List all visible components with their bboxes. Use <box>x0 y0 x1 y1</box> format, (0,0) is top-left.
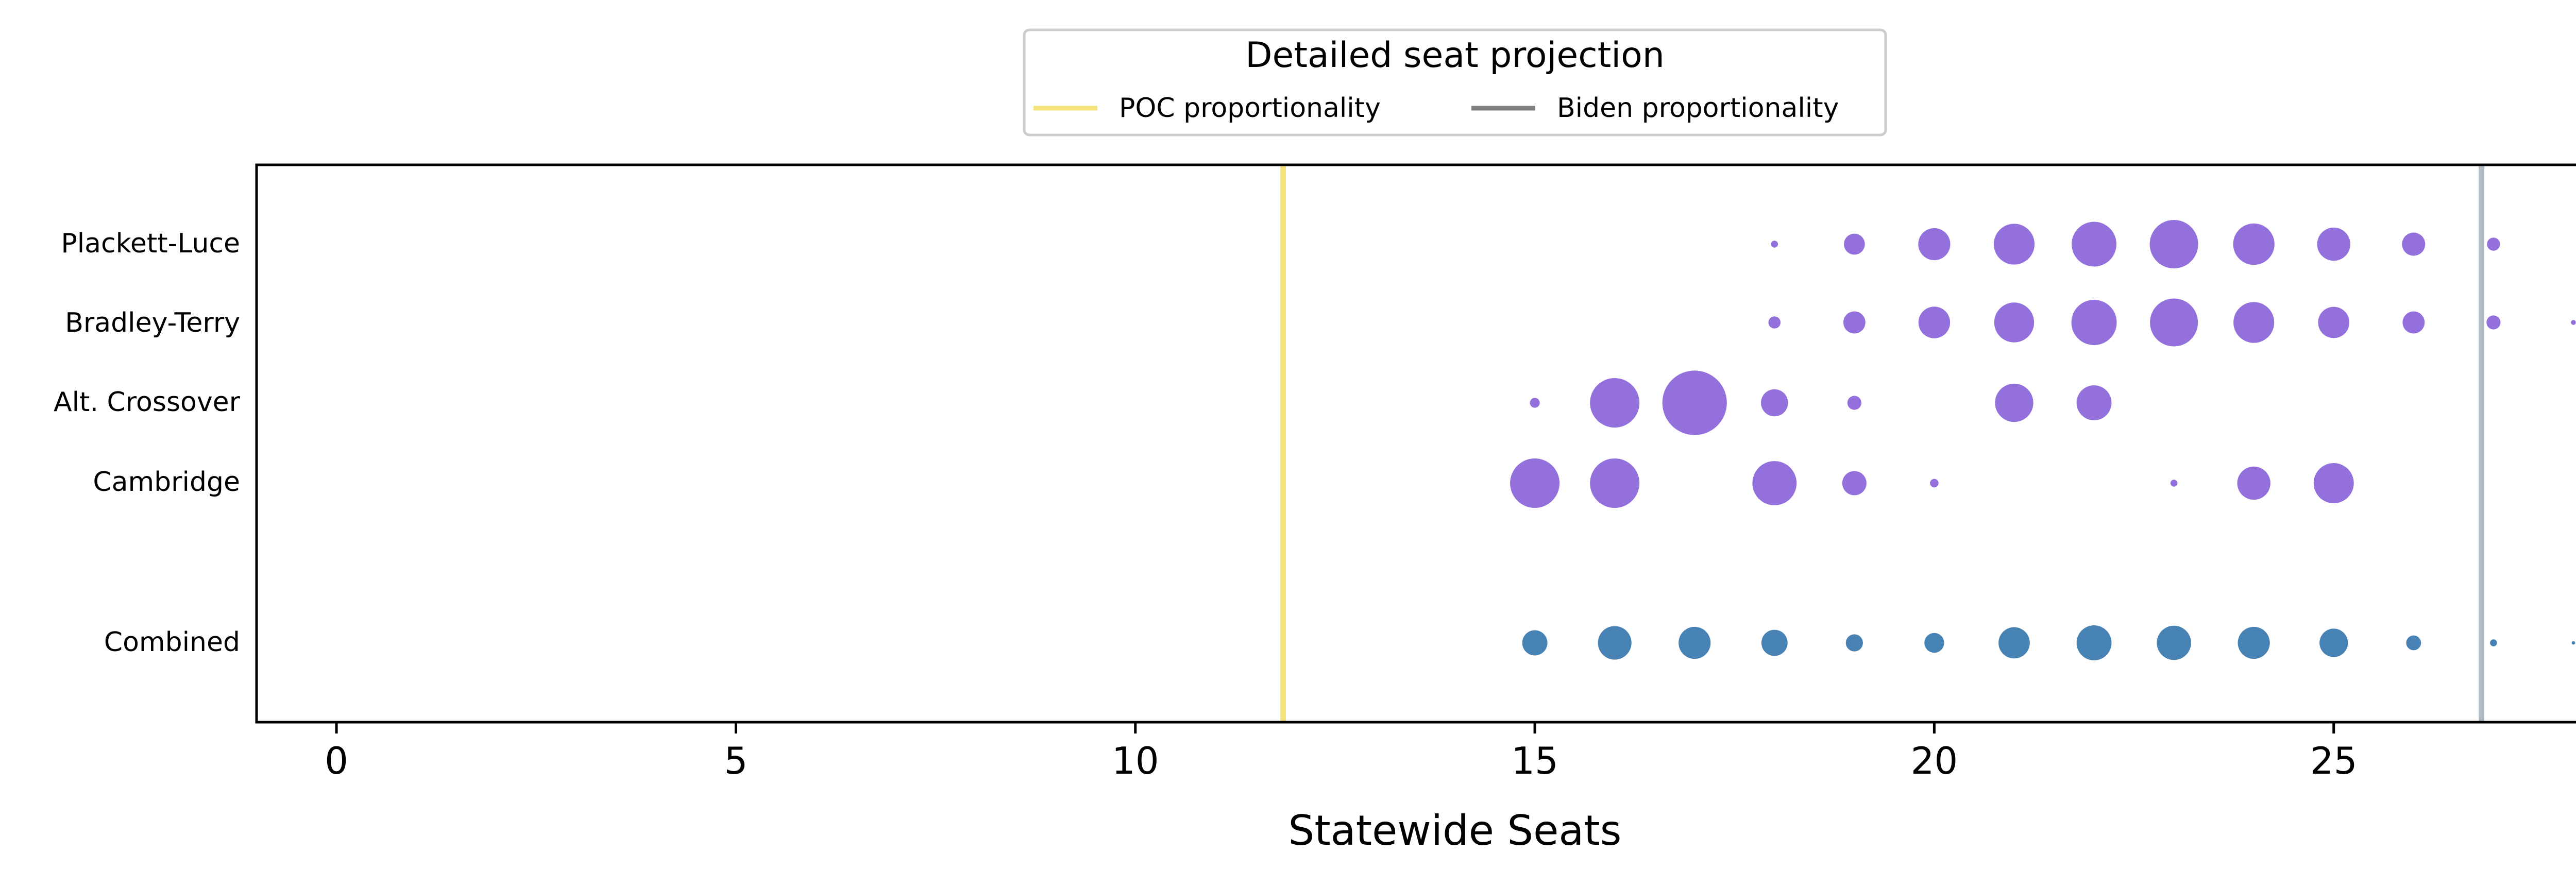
point-bradley-terry-23 <box>2150 298 2198 347</box>
x-tick-label-15: 15 <box>1511 739 1558 782</box>
legend: Detailed seat projection POC proportiona… <box>1023 28 1887 137</box>
point-plackett-luce-19 <box>1843 233 1865 255</box>
point-combined-20 <box>1924 633 1944 653</box>
point-alt-crossover-22 <box>2076 385 2112 420</box>
point-plackett-luce-26 <box>2402 232 2426 256</box>
x-tick-label-5: 5 <box>724 739 748 782</box>
point-cambridge-25 <box>2313 463 2354 503</box>
x-tick-label-20: 20 <box>1911 739 1958 782</box>
point-bradley-terry-24 <box>2233 302 2275 343</box>
point-plackett-luce-20 <box>1918 228 1951 261</box>
x-tick-label-0: 0 <box>325 739 348 782</box>
point-combined-16 <box>1598 626 1632 660</box>
point-alt-crossover-15 <box>1530 398 1540 408</box>
point-plackett-luce-21 <box>1993 224 2035 265</box>
point-plackett-luce-18 <box>1771 241 1778 248</box>
point-combined-19 <box>1845 634 1863 652</box>
point-bradley-terry-25 <box>2318 306 2350 338</box>
point-combined-25 <box>2319 628 2348 657</box>
point-combined-18 <box>1761 629 1788 656</box>
point-cambridge-19 <box>1842 471 1867 496</box>
point-combined-27 <box>2490 639 2497 646</box>
row-labels: Plackett-Luce Bradley-Terry Alt. Crossover… <box>54 228 241 658</box>
row-label-alt-crossover: Alt. Crossover <box>54 387 241 418</box>
reference-lines <box>1280 165 2485 722</box>
point-combined-21 <box>1998 627 2030 659</box>
point-bradley-terry-28 <box>2571 320 2576 325</box>
row-label-combined: Combined <box>104 627 240 658</box>
legend-label-poc: POC proportionality <box>1119 93 1381 124</box>
point-plackett-luce-24 <box>2233 223 2275 265</box>
point-combined-28 <box>2571 641 2575 645</box>
point-plackett-luce-27 <box>2487 237 2500 251</box>
point-cambridge-15 <box>1510 458 1560 508</box>
point-alt-crossover-21 <box>1995 383 2033 422</box>
point-bradley-terry-26 <box>2402 311 2425 334</box>
legend-label-biden: Biden proportionality <box>1557 93 1839 124</box>
point-combined-23 <box>2157 625 2191 660</box>
point-cambridge-18 <box>1752 461 1797 505</box>
point-bradley-terry-18 <box>1768 316 1781 329</box>
point-plackett-luce-23 <box>2149 219 2198 269</box>
point-combined-24 <box>2238 626 2270 659</box>
point-combined-17 <box>1679 626 1711 659</box>
point-bradley-terry-22 <box>2071 300 2117 345</box>
data-points <box>1510 219 2576 660</box>
point-combined-22 <box>2076 625 2112 660</box>
row-label-cambridge: Cambridge <box>93 467 240 498</box>
point-cambridge-20 <box>1930 479 1939 488</box>
point-bradley-terry-27 <box>2486 315 2501 330</box>
point-alt-crossover-16 <box>1590 378 1640 428</box>
point-bradley-terry-19 <box>1843 311 1866 334</box>
point-alt-crossover-19 <box>1847 396 1861 410</box>
point-alt-crossover-18 <box>1760 389 1788 417</box>
point-combined-26 <box>2406 635 2421 651</box>
point-bradley-terry-20 <box>1918 306 1951 338</box>
point-cambridge-23 <box>2170 480 2178 487</box>
point-cambridge-24 <box>2237 466 2270 500</box>
point-combined-15 <box>1522 630 1548 656</box>
point-bradley-terry-21 <box>1994 302 2035 343</box>
point-plackett-luce-22 <box>2072 221 2116 267</box>
point-alt-crossover-17 <box>1662 370 1727 435</box>
point-cambridge-16 <box>1590 458 1640 508</box>
point-plackett-luce-25 <box>2317 227 2350 261</box>
legend-title: Detailed seat projection <box>1245 35 1665 76</box>
legend-box <box>1023 28 1887 137</box>
row-label-bradley-terry: Bradley-Terry <box>65 308 240 338</box>
x-axis: 0 5 10 15 20 25 <box>325 722 2358 782</box>
plot-frame <box>255 163 2576 724</box>
x-axis-label: Statewide Seats <box>1289 807 1622 855</box>
x-tick-label-25: 25 <box>2310 739 2358 782</box>
x-tick-label-10: 10 <box>1112 739 1159 782</box>
row-label-plackett-luce: Plackett-Luce <box>61 228 240 259</box>
